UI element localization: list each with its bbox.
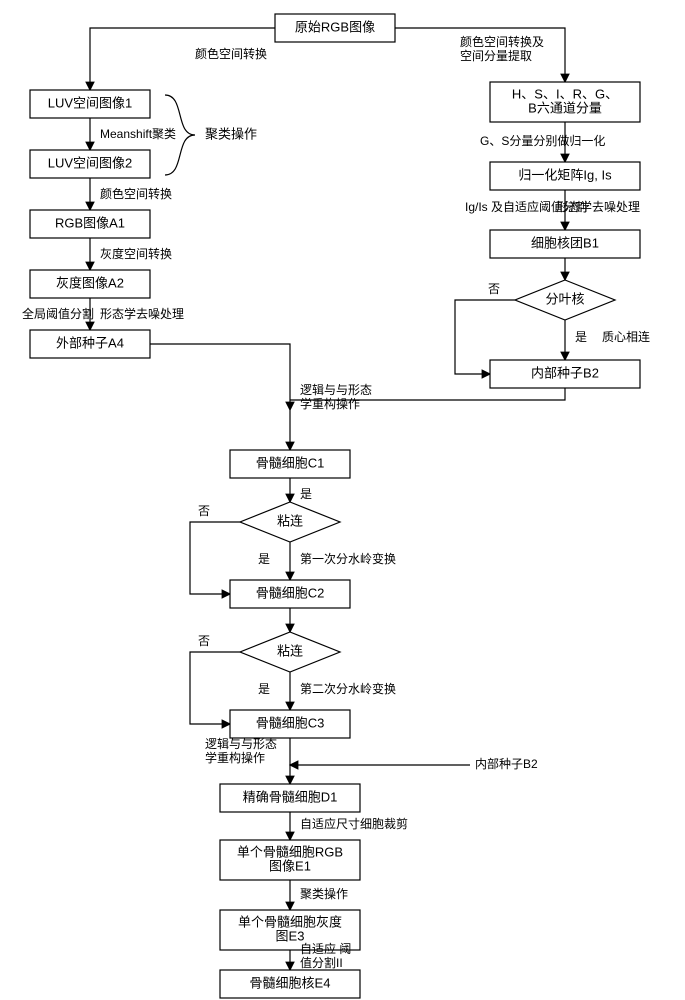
svg-text:值分割II: 值分割II: [300, 955, 343, 970]
n_e1-label: 单个骨髓细胞RGB: [237, 844, 343, 859]
n_b1-label: 细胞核团B1: [531, 235, 599, 250]
n_rgb-label: 原始RGB图像: [295, 19, 375, 34]
n_igis-label: 归一化矩阵Ig, Is: [518, 167, 612, 182]
n_seedA4-label: 外部种子A4: [56, 335, 124, 350]
svg-text:第一次分水岭变换: 第一次分水岭变换: [300, 551, 396, 566]
svg-text:自适应尺寸细胞裁剪: 自适应尺寸细胞裁剪: [300, 816, 408, 831]
svg-text:否: 否: [198, 634, 210, 648]
svg-text:颜色空间转换: 颜色空间转换: [195, 46, 267, 61]
svg-text:灰度空间转换: 灰度空间转换: [100, 246, 172, 261]
svg-text:颜色空间转换: 颜色空间转换: [100, 186, 172, 201]
n_e4-label: 骨髓细胞核E4: [250, 975, 331, 990]
svg-text:G、S分量分别做归一化: G、S分量分别做归一化: [480, 133, 605, 148]
n_c1-label: 骨髓细胞C1: [256, 455, 325, 470]
n_seedB2-label: 内部种子B2: [531, 365, 599, 380]
n_d2-label: 粘连: [277, 643, 303, 658]
n_c2-label: 骨髓细胞C2: [256, 585, 325, 600]
svg-text:形态学去噪处理: 形态学去噪处理: [100, 306, 184, 321]
svg-text:逻辑与与形态: 逻辑与与形态: [300, 383, 372, 397]
svg-text:学重构操作: 学重构操作: [300, 396, 360, 411]
n_hsirgb-label: H、S、I、R、G、: [512, 86, 618, 101]
flowchart-canvas: 原始RGB图像 LUV空间图像1 LUV空间图像2 RGB图像A1 灰度图像A2 外部种子…: [0, 0, 685, 1000]
svg-text:是: 是: [258, 682, 270, 696]
svg-text:学重构操作: 学重构操作: [205, 750, 265, 765]
svg-text:是: 是: [258, 552, 270, 566]
svg-text:聚类操作: 聚类操作: [300, 886, 348, 901]
svg-text:逻辑与与形态: 逻辑与与形态: [205, 737, 277, 751]
n_c3-label: 骨髓细胞C3: [256, 715, 325, 730]
svg-text:聚类操作: 聚类操作: [205, 126, 257, 141]
svg-text:内部种子B2: 内部种子B2: [475, 756, 538, 771]
svg-text:质心相连: 质心相连: [602, 329, 650, 344]
svg-text:Meanshift聚类: Meanshift聚类: [100, 127, 176, 141]
n_grayA2-label: 灰度图像A2: [56, 275, 124, 290]
svg-text:是: 是: [575, 330, 587, 344]
n_e1-label: 图像E1: [269, 858, 311, 873]
n_luv1-label: LUV空间图像1: [48, 95, 133, 110]
svg-text:是: 是: [300, 487, 312, 501]
svg-text:颜色空间转换及: 颜色空间转换及: [460, 34, 544, 49]
svg-text:自适应 阈: 自适应 阈: [300, 941, 351, 956]
svg-text:全局阈值分割: 全局阈值分割: [22, 306, 94, 321]
n_luv2-label: LUV空间图像2: [48, 155, 133, 170]
n_e3-label: 单个骨髓细胞灰度: [238, 914, 342, 929]
n_d1cell-label: 精确骨髓细胞D1: [243, 789, 338, 804]
svg-text:否: 否: [488, 282, 500, 296]
svg-text:空间分量提取: 空间分量提取: [460, 48, 532, 63]
n_rgbA1-label: RGB图像A1: [55, 215, 125, 230]
svg-text:否: 否: [198, 504, 210, 518]
svg-text:形态学去噪处理: 形态学去噪处理: [556, 199, 640, 214]
n_hsirgb-label: B六通道分量: [528, 100, 602, 115]
n_d1-label: 粘连: [277, 513, 303, 528]
n_fenye-label: 分叶核: [545, 291, 584, 306]
svg-text:第二次分水岭变换: 第二次分水岭变换: [300, 681, 396, 696]
